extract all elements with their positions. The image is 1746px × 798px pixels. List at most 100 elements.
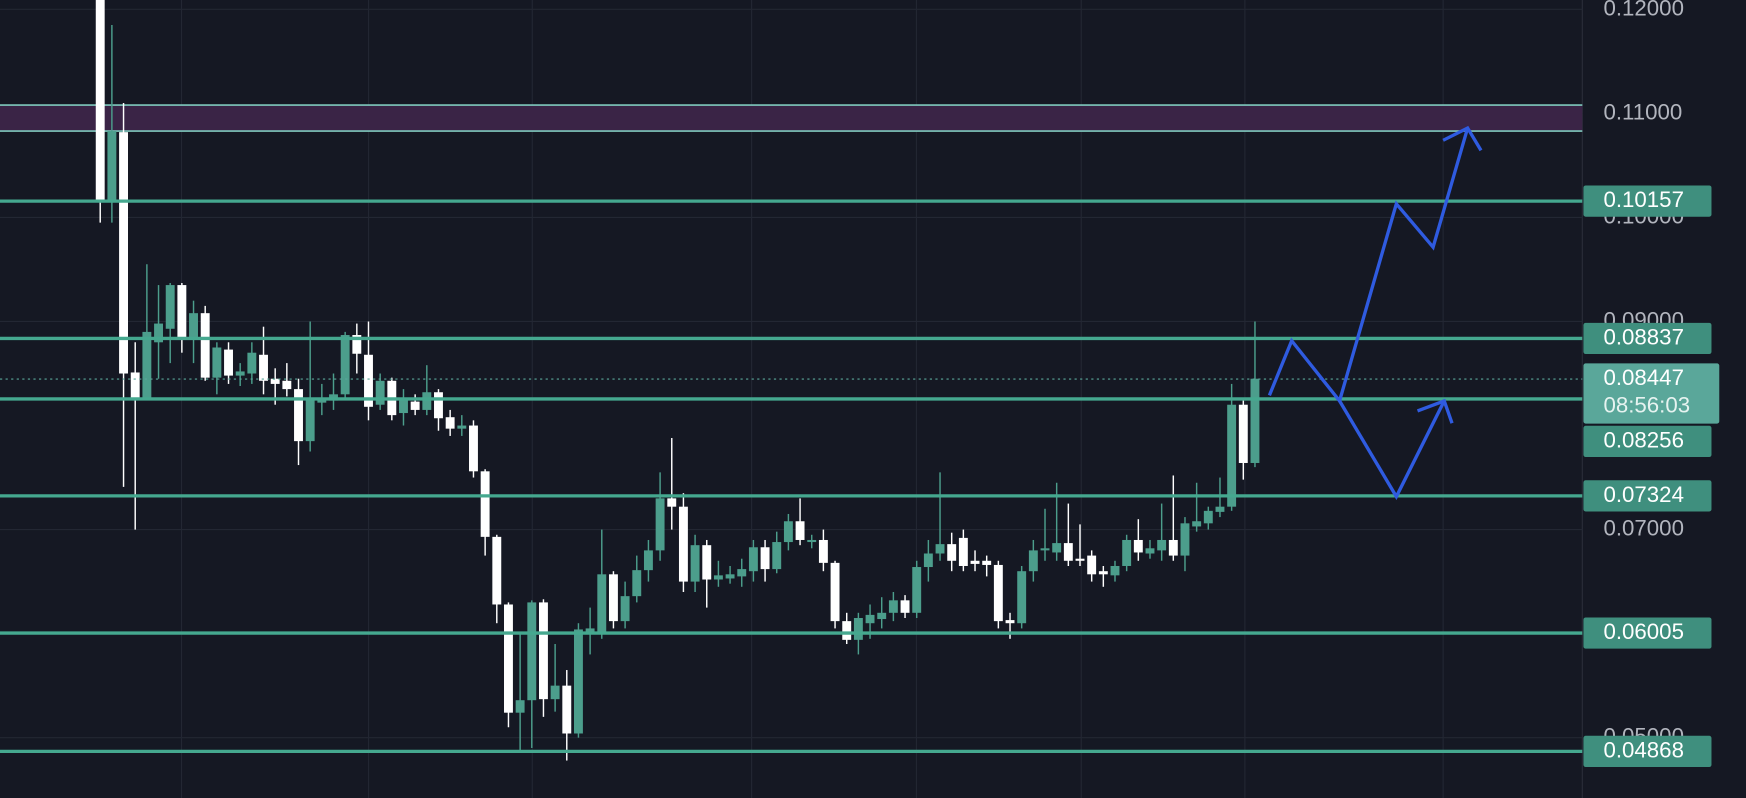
candle-body	[865, 614, 875, 624]
zone	[0, 105, 1583, 132]
candle-body	[142, 331, 152, 399]
candle-body	[1122, 539, 1132, 566]
candle-body	[760, 547, 770, 570]
candle-body	[772, 542, 782, 570]
candle-body	[95, 0, 105, 202]
candle-body	[1215, 506, 1225, 512]
candle-body	[795, 521, 805, 540]
candle-body	[282, 380, 292, 390]
candle-body	[748, 547, 758, 572]
candle-body	[1017, 571, 1027, 624]
candle-body	[1168, 539, 1178, 556]
candle-body	[1110, 565, 1120, 576]
candle-body	[585, 628, 595, 634]
candle-body	[1157, 539, 1167, 551]
candle-body	[422, 392, 432, 410]
last-price-box	[1583, 363, 1720, 424]
y-tick-label: 0.07000	[1603, 515, 1683, 540]
candle-body	[364, 354, 373, 407]
level-box	[1583, 185, 1712, 217]
candle-body	[1075, 558, 1085, 561]
candle-body	[597, 574, 607, 634]
candle-body	[620, 596, 630, 622]
candle-body	[1098, 571, 1108, 575]
candle-body	[1250, 378, 1260, 463]
candle-body	[1192, 521, 1202, 527]
countdown: 08:56:03	[1603, 393, 1690, 418]
candle-body	[1145, 548, 1155, 554]
candle-body	[912, 567, 922, 613]
candle-body	[562, 685, 572, 734]
candle-body	[923, 553, 933, 568]
candle-body	[352, 335, 362, 354]
candle-body	[947, 544, 957, 561]
candle-body	[725, 574, 735, 579]
candle-body	[375, 380, 385, 405]
level-label: 0.06005	[1603, 619, 1683, 644]
candle-body	[1052, 543, 1062, 553]
candle-body	[818, 539, 828, 563]
candle-body	[1238, 404, 1248, 463]
candle-body	[270, 378, 280, 384]
candle-body	[224, 349, 233, 376]
candle-body	[737, 569, 747, 577]
level-label: 0.10157	[1603, 187, 1683, 212]
candle-body	[643, 550, 653, 571]
candle-body	[504, 604, 513, 713]
level-box	[1583, 480, 1712, 512]
y-tick-label: 0.11000	[1603, 99, 1682, 124]
candle-body	[294, 389, 303, 442]
candle-body	[410, 401, 420, 410]
candle-body	[842, 621, 852, 640]
candle-body	[713, 575, 723, 580]
y-tick-label: 0.12000	[1603, 0, 1683, 20]
candle-body	[434, 392, 443, 419]
candle-body	[655, 498, 665, 551]
level-box	[1583, 322, 1712, 355]
candle-body	[119, 132, 128, 374]
level-label: 0.08256	[1603, 427, 1683, 452]
candle-body	[457, 425, 467, 429]
candle-body	[935, 544, 945, 554]
candle-body	[550, 685, 560, 700]
candle-body	[702, 545, 712, 580]
level-box	[1583, 617, 1712, 649]
candle-body	[177, 285, 187, 340]
level-label: 0.04868	[1603, 737, 1683, 762]
candle-body	[469, 425, 478, 472]
candle-body	[970, 560, 980, 564]
candle-body	[212, 347, 222, 378]
candle-body	[259, 354, 268, 381]
candle-body	[1087, 555, 1097, 575]
candle-body	[527, 602, 537, 701]
candle-body	[1005, 620, 1015, 624]
candle-body	[130, 372, 140, 399]
candle-body	[1040, 548, 1050, 551]
candle-body	[958, 537, 968, 566]
last-price-label: 0.08447	[1603, 365, 1683, 390]
projection-drawing	[1267, 125, 1483, 501]
candle-body	[515, 700, 525, 713]
level-label: 0.07324	[1603, 482, 1683, 507]
candle-body	[538, 602, 548, 700]
candle-body	[480, 471, 490, 537]
candle-body	[982, 560, 992, 565]
candle-body	[1180, 523, 1190, 556]
candle-body	[877, 612, 887, 620]
candle-body	[888, 600, 898, 613]
candle-body	[853, 618, 863, 640]
candle-body	[807, 539, 817, 543]
candle-body	[667, 498, 677, 507]
candle-body	[154, 323, 163, 343]
candle-body	[305, 398, 315, 442]
candle-body	[900, 600, 910, 613]
candle-body	[783, 521, 793, 543]
candle-body	[993, 564, 1003, 622]
candle-body	[247, 352, 257, 374]
level-box	[1583, 425, 1712, 457]
candle-body	[573, 629, 583, 734]
candle-body	[678, 506, 688, 582]
candle-body	[492, 536, 502, 605]
candle-body	[1227, 404, 1237, 507]
